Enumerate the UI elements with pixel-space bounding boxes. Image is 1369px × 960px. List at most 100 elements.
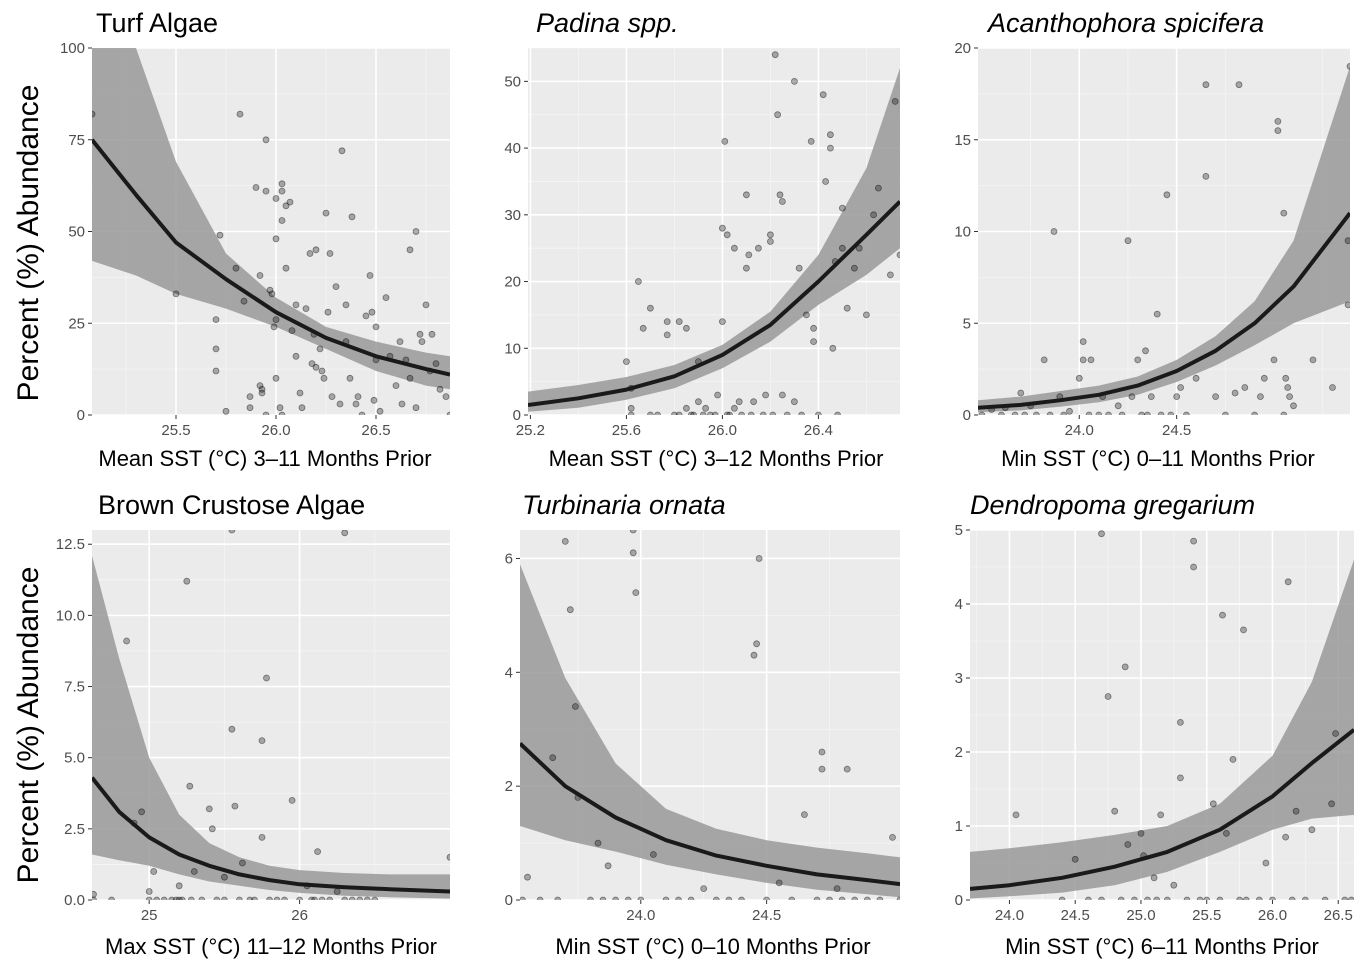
data-point bbox=[743, 264, 750, 272]
data-point bbox=[92, 896, 97, 900]
data-point bbox=[306, 250, 314, 257]
panel-title: Turbinaria ornata bbox=[522, 490, 726, 520]
data-point bbox=[1079, 338, 1087, 346]
data-point bbox=[627, 411, 635, 415]
data-point bbox=[175, 882, 183, 890]
data-point bbox=[1251, 411, 1258, 415]
data-point bbox=[1241, 384, 1249, 391]
data-point bbox=[1131, 896, 1138, 900]
data-point bbox=[398, 400, 406, 408]
x-tick-label: 26.5 bbox=[1324, 907, 1353, 924]
data-point bbox=[172, 896, 180, 900]
data-point bbox=[183, 577, 191, 585]
data-point bbox=[1202, 81, 1210, 89]
data-point bbox=[1209, 800, 1217, 808]
y-tick-label: 10.0 bbox=[56, 607, 85, 624]
data-point bbox=[699, 411, 707, 415]
data-point bbox=[1128, 393, 1136, 401]
y-tick-label: 40 bbox=[504, 140, 521, 157]
data-point bbox=[145, 888, 153, 895]
x-tick-label: 26.4 bbox=[804, 422, 833, 439]
data-point bbox=[712, 896, 720, 900]
data-point bbox=[826, 896, 833, 900]
data-point bbox=[292, 352, 300, 360]
data-point bbox=[675, 411, 683, 415]
data-point bbox=[322, 209, 330, 217]
data-point bbox=[829, 344, 837, 352]
y-tick-label: 5.0 bbox=[64, 750, 85, 767]
data-point bbox=[1190, 537, 1197, 545]
data-point bbox=[368, 308, 376, 316]
data-point bbox=[1011, 411, 1019, 415]
data-point bbox=[296, 389, 304, 397]
x-tick-label: 25.0 bbox=[1126, 907, 1155, 924]
fit-line bbox=[978, 211, 1350, 410]
data-point bbox=[834, 411, 841, 415]
data-point bbox=[779, 391, 786, 399]
data-point bbox=[1222, 411, 1229, 415]
data-point bbox=[272, 235, 280, 243]
data-point bbox=[1274, 127, 1282, 135]
data-point bbox=[246, 393, 254, 401]
data-point bbox=[524, 873, 531, 881]
data-point bbox=[442, 393, 450, 401]
panel-dendropoma: 0 1 2 3 4 5 24.0 24.5 25.0 25.5 26.0 26.5 Dendropoma… bbox=[955, 490, 1354, 959]
data-point bbox=[352, 400, 360, 408]
data-point bbox=[771, 51, 779, 59]
x-tick-label: 24.0 bbox=[626, 907, 655, 924]
data-point bbox=[714, 391, 721, 399]
data-point bbox=[855, 244, 863, 252]
data-point bbox=[604, 862, 612, 870]
data-point bbox=[376, 407, 384, 415]
data-point bbox=[258, 737, 266, 744]
data-point bbox=[1163, 191, 1171, 199]
data-point bbox=[838, 896, 846, 900]
data-point bbox=[348, 896, 356, 900]
data-point bbox=[286, 198, 294, 206]
data-points bbox=[92, 530, 450, 900]
data-point bbox=[774, 111, 781, 119]
data-point bbox=[843, 304, 851, 312]
y-axis-label-top: Percent (%) Abundance bbox=[12, 85, 45, 402]
data-point bbox=[549, 754, 557, 762]
data-point bbox=[813, 896, 821, 900]
data-point bbox=[599, 896, 607, 900]
data-point bbox=[839, 204, 846, 212]
data-point bbox=[1309, 356, 1317, 364]
data-point bbox=[1060, 411, 1068, 415]
data-point bbox=[1144, 896, 1151, 900]
data-point bbox=[863, 896, 871, 900]
data-point bbox=[336, 400, 344, 408]
data-point bbox=[328, 393, 336, 401]
y-tick-label: 0 bbox=[963, 407, 971, 424]
gridlines bbox=[978, 48, 1350, 415]
data-point bbox=[726, 411, 733, 415]
data-point bbox=[623, 358, 630, 366]
data-point bbox=[1344, 237, 1350, 245]
data-points bbox=[978, 63, 1350, 415]
data-point bbox=[1290, 402, 1297, 410]
data-point bbox=[1177, 384, 1184, 391]
data-point bbox=[663, 318, 671, 326]
data-point bbox=[1242, 896, 1250, 900]
data-point bbox=[1012, 811, 1020, 819]
data-point bbox=[282, 202, 290, 210]
data-point bbox=[1329, 384, 1336, 391]
data-point bbox=[213, 896, 221, 900]
data-point bbox=[246, 896, 254, 900]
data-point bbox=[1292, 807, 1300, 815]
data-point bbox=[1137, 830, 1145, 837]
data-point bbox=[815, 411, 822, 415]
data-point bbox=[1111, 807, 1119, 815]
data-point bbox=[632, 589, 640, 596]
data-point bbox=[256, 272, 264, 279]
data-point bbox=[818, 765, 826, 773]
data-point bbox=[810, 338, 817, 346]
data-point bbox=[1260, 374, 1268, 382]
data-point bbox=[791, 398, 798, 406]
data-point bbox=[776, 191, 784, 199]
data-point bbox=[228, 530, 236, 534]
data-point bbox=[1223, 830, 1230, 837]
data-point bbox=[333, 888, 341, 895]
data-point bbox=[258, 834, 266, 841]
